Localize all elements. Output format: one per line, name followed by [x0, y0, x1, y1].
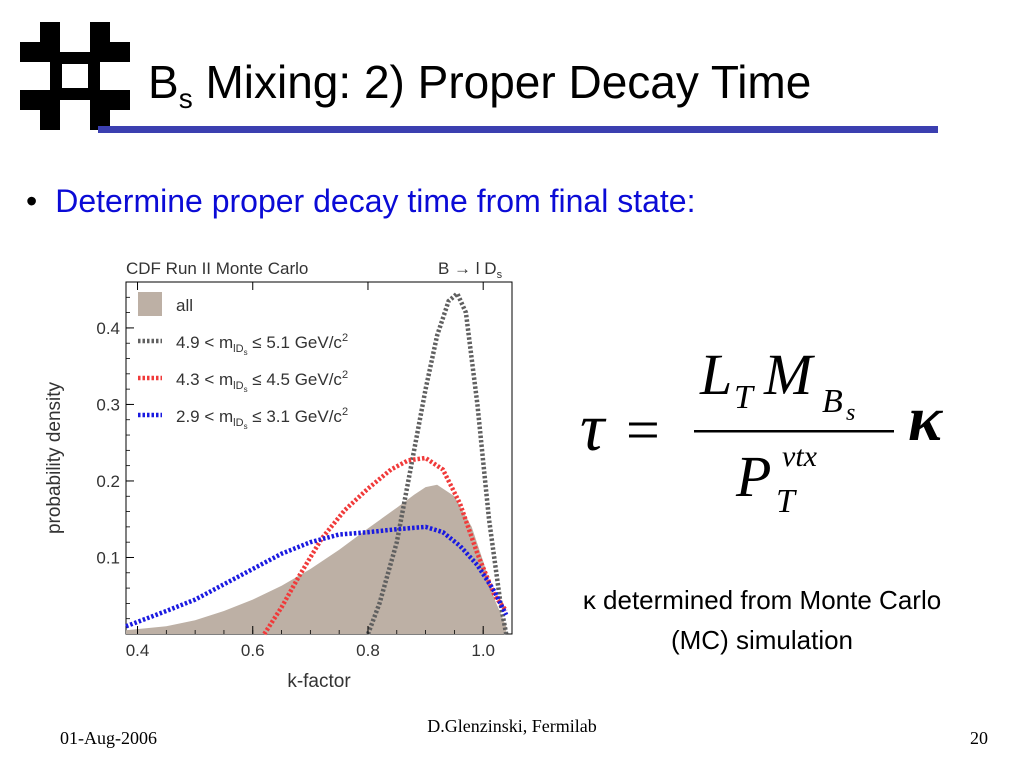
k-factor-chart: CDF Run II Monte Carlo B → l Ds 0.4 0.6 0.… [44, 259, 513, 692]
fermilab-logo-icon [20, 22, 130, 130]
formula-equals: = [626, 397, 660, 463]
formula-M-sub: B [822, 383, 843, 420]
y-tick-label: 0.2 [96, 472, 120, 491]
formula-L: L [699, 342, 732, 407]
legend-label-3: 2.9 < mlDs ≤ 3.1 GeV/c2 [176, 406, 348, 431]
footer-author: D.Glenzinski, Fermilab [427, 716, 597, 736]
series-line-1 [365, 289, 509, 635]
formula-P: P [735, 444, 771, 509]
formula-fraction-bar [694, 430, 894, 433]
y-tick-label: 0.3 [96, 395, 120, 414]
kappa-symbol: κ [582, 585, 596, 615]
formula-M: M [763, 342, 815, 407]
x-axis-label: k-factor [287, 671, 351, 692]
series-line-2 [262, 455, 508, 636]
footer-page-number: 20 [970, 728, 988, 748]
chart-header-right: B → l Ds [438, 259, 503, 281]
x-tick-label: 0.4 [126, 641, 150, 660]
decay-time-formula: τ = L T M B s P T vtx κ [580, 342, 944, 520]
legend-label-1: 4.9 < mlDs ≤ 5.1 GeV/c2 [176, 332, 348, 357]
slide-title: Bs Mixing: 2) Proper Decay Time [148, 56, 812, 114]
kappa-note: κ determined from Monte Carlo (MC) simul… [582, 585, 942, 655]
series-line-3 [125, 524, 509, 629]
formula-L-sub: T [734, 379, 755, 416]
formula-tau: τ [580, 389, 607, 465]
formula-P-sup: vtx [782, 440, 818, 473]
chart-header-left: CDF Run II Monte Carlo [126, 259, 308, 278]
y-axis-label: probability density [44, 381, 65, 534]
x-tick-label: 0.8 [356, 641, 380, 660]
x-tick-label: 1.0 [471, 641, 495, 660]
x-tick-label: 0.6 [241, 641, 265, 660]
formula-P-sub: T [776, 483, 797, 520]
y-tick-label: 0.4 [96, 319, 120, 338]
y-tick-label: 0.1 [96, 548, 120, 567]
title-underline [98, 126, 938, 133]
series-area-all [126, 484, 507, 634]
legend-label-0: all [176, 296, 193, 315]
legend-label-2: 4.3 < mlDs ≤ 4.5 GeV/c2 [176, 369, 348, 394]
formula-M-subsub: s [846, 400, 855, 426]
bullet-point: • Determine proper decay time from final … [26, 183, 696, 219]
legend-swatch-all [138, 292, 162, 316]
footer-date: 01-Aug-2006 [60, 728, 157, 748]
formula-kappa: κ [908, 383, 944, 454]
